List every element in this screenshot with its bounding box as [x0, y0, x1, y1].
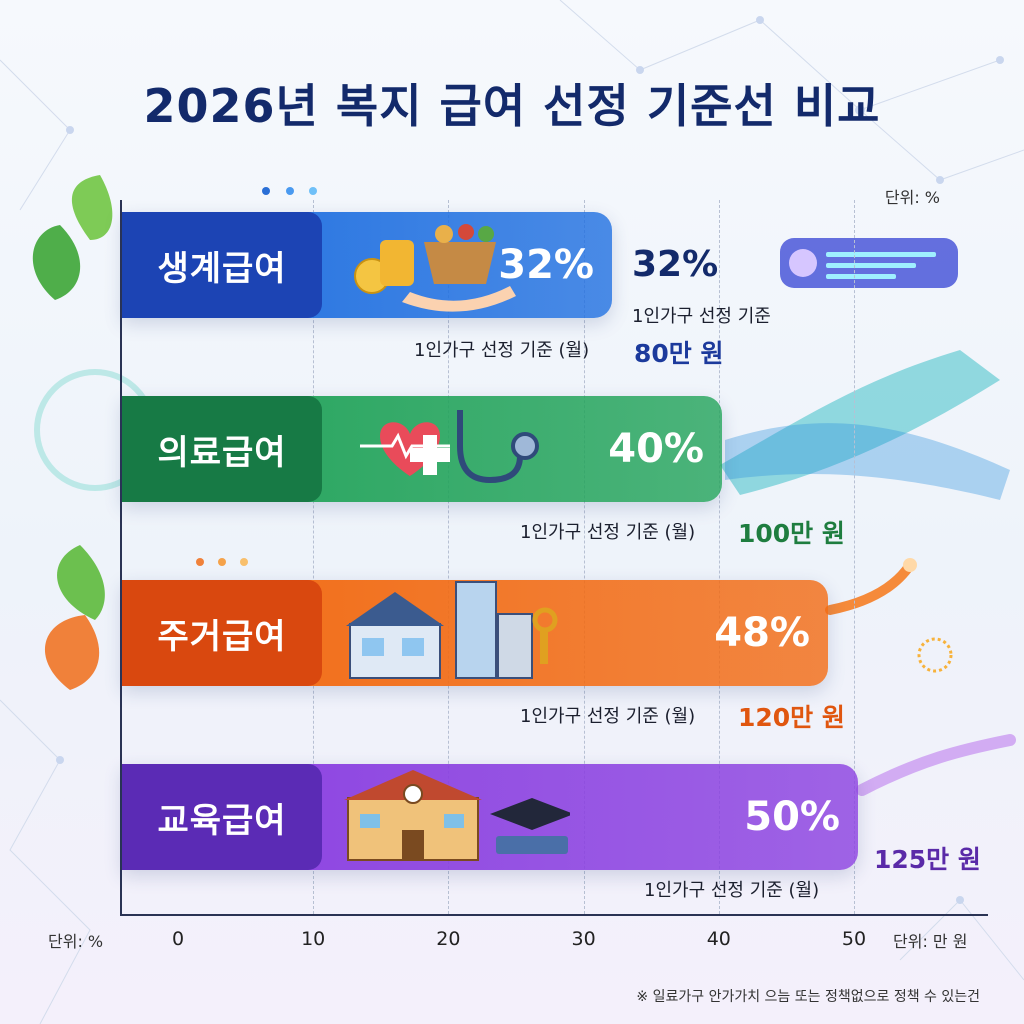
- bar-value-label: 48%: [714, 610, 810, 656]
- money-basket-icon: [354, 224, 516, 312]
- unit-label-left: 단위: %: [48, 932, 104, 951]
- bar-value-label: 50%: [744, 794, 840, 840]
- side-caption-label: 1인가구 선정 기준: [632, 306, 771, 327]
- buildings-keys-icon: [346, 581, 558, 679]
- x-tick-label: 30: [571, 928, 596, 950]
- x-tick-label: 40: [706, 928, 731, 950]
- school-graduation-icon: [344, 770, 570, 861]
- x-tick-label: 0: [171, 928, 185, 950]
- bar-amount-label: 120만 원: [738, 703, 845, 732]
- x-tick-label: 50: [841, 928, 867, 950]
- gridline: [448, 200, 450, 914]
- bar-category-label: 교육급여: [122, 764, 322, 870]
- bar-caption-label: 1인가구 선정 기준 (월): [414, 340, 590, 361]
- bar-category-label: 주거급여: [122, 580, 322, 686]
- gridline: [313, 200, 315, 914]
- heart-stethoscope-icon: [360, 410, 539, 484]
- bar-amount-label: 80만 원: [634, 339, 724, 368]
- gridline: [718, 200, 720, 914]
- unit-label-top: 단위: %: [884, 188, 940, 207]
- gridline: [583, 200, 585, 914]
- unit-label-right: 단위: 만 원: [893, 932, 968, 951]
- bar-amount-label: 125만 원: [874, 845, 981, 874]
- bar-value-label: 40%: [608, 426, 704, 472]
- bar-category-label: 생계급여: [122, 212, 322, 318]
- gridline: [854, 200, 855, 914]
- x-tick-label: 20: [436, 928, 461, 950]
- bar-caption-label: 1인가구 선정 기준 (월): [520, 522, 696, 543]
- footnote: ※ 일료가구 안가가치 으늠 또는 정책없으로 정책 수 있는건: [636, 989, 980, 1005]
- bar-value-label: 32%: [498, 242, 594, 288]
- x-axis-line: [120, 914, 988, 916]
- side-percent-label: 32%: [632, 244, 719, 285]
- y-axis-line: [120, 200, 122, 916]
- bar-caption-label: 1인가구 선정 기준 (월): [520, 706, 696, 727]
- x-tick-label: 10: [301, 928, 326, 950]
- page-title: 2026년 복지 급여 선정 기준선 비교: [143, 79, 881, 133]
- bar-caption-label: 1인가구 선정 기준 (월): [644, 880, 820, 901]
- bar-category-label: 의료급여: [122, 396, 322, 502]
- bar-amount-label: 100만 원: [738, 519, 845, 548]
